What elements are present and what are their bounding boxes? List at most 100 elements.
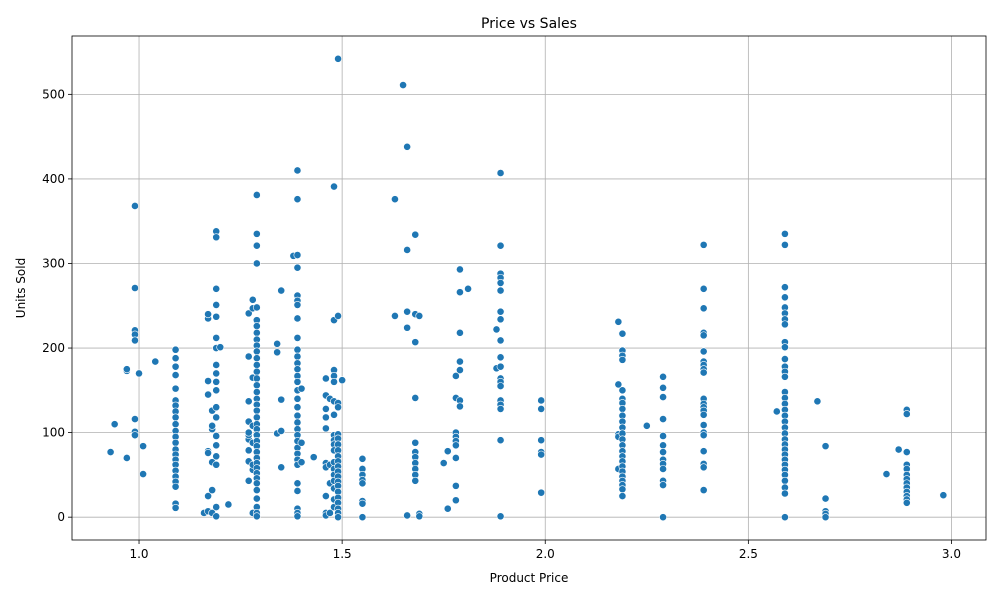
data-point — [252, 361, 261, 369]
data-point — [293, 195, 302, 204]
data-point — [821, 442, 830, 451]
data-point — [537, 396, 546, 405]
data-point — [334, 312, 342, 320]
data-point — [293, 487, 302, 495]
data-point — [443, 504, 452, 513]
data-point — [248, 295, 257, 304]
data-point — [131, 202, 139, 210]
data-point — [456, 288, 464, 297]
data-point — [411, 438, 420, 447]
data-point — [451, 441, 460, 450]
data-point — [277, 463, 286, 472]
data-point — [212, 512, 221, 521]
data-point — [139, 442, 147, 451]
data-point — [321, 413, 330, 422]
data-point — [403, 323, 412, 332]
data-point — [171, 482, 180, 491]
data-points — [106, 54, 948, 522]
y-tick-label: 100 — [42, 426, 65, 440]
data-point — [772, 407, 781, 416]
x-axis-label: Product Price — [490, 571, 569, 585]
data-point — [403, 307, 412, 316]
grid — [72, 36, 986, 540]
data-point — [411, 476, 420, 485]
data-point — [464, 284, 472, 293]
data-point — [642, 421, 651, 430]
data-point — [456, 328, 464, 337]
data-point — [171, 438, 180, 447]
data-point — [537, 450, 546, 459]
data-point — [293, 377, 302, 386]
data-point — [882, 470, 891, 478]
data-point — [456, 366, 464, 374]
data-point — [171, 420, 180, 429]
data-point — [106, 448, 115, 456]
data-point — [496, 279, 505, 287]
data-point — [781, 513, 789, 522]
data-point — [216, 343, 225, 352]
data-point — [537, 436, 546, 445]
data-point — [403, 246, 412, 254]
x-tick-label: 2.0 — [536, 547, 555, 561]
data-point — [699, 304, 708, 313]
data-point — [131, 284, 139, 292]
data-point — [321, 424, 330, 433]
data-point — [293, 352, 302, 361]
data-point — [618, 492, 627, 500]
data-point — [496, 362, 505, 371]
data-point — [496, 512, 505, 521]
data-point — [252, 406, 261, 415]
data-point — [204, 448, 212, 457]
data-point — [139, 470, 147, 478]
data-point — [273, 348, 282, 357]
data-point — [252, 191, 261, 199]
data-point — [212, 460, 221, 469]
data-point — [131, 415, 139, 423]
data-point — [391, 312, 399, 320]
data-point — [135, 369, 143, 378]
data-point — [781, 372, 789, 381]
data-point — [212, 284, 221, 293]
data-point — [781, 343, 789, 352]
data-point — [399, 81, 407, 89]
data-point — [821, 513, 830, 522]
data-point — [110, 420, 119, 429]
data-point — [699, 463, 708, 472]
data-point — [122, 454, 131, 462]
data-point — [659, 448, 667, 456]
data-point — [496, 286, 505, 295]
data-point — [443, 447, 452, 456]
data-point — [171, 371, 180, 380]
data-point — [293, 365, 302, 374]
data-point — [208, 421, 217, 430]
data-point — [618, 355, 627, 364]
data-point — [334, 513, 342, 522]
data-point — [293, 166, 302, 175]
data-point — [297, 458, 306, 467]
data-point — [439, 459, 448, 467]
data-point — [699, 486, 708, 495]
data-point — [618, 329, 627, 338]
data-point — [293, 394, 302, 403]
data-point — [699, 421, 708, 429]
data-point — [293, 314, 302, 323]
x-axis-ticks: 1.0 1.5 2.0 2.5 3.0 — [129, 540, 961, 561]
data-point — [659, 465, 667, 473]
data-point — [212, 377, 221, 386]
data-point — [212, 386, 221, 395]
data-point — [171, 345, 180, 354]
data-point — [659, 513, 667, 522]
data-point — [618, 405, 627, 413]
data-point — [171, 384, 180, 393]
data-point — [252, 328, 261, 337]
data-point — [659, 393, 667, 401]
data-point — [293, 345, 302, 354]
data-point — [537, 405, 546, 413]
data-point — [212, 301, 221, 309]
data-point — [293, 418, 302, 427]
data-point — [496, 405, 505, 413]
data-point — [496, 436, 505, 445]
data-point — [781, 320, 789, 329]
data-point — [204, 492, 212, 500]
